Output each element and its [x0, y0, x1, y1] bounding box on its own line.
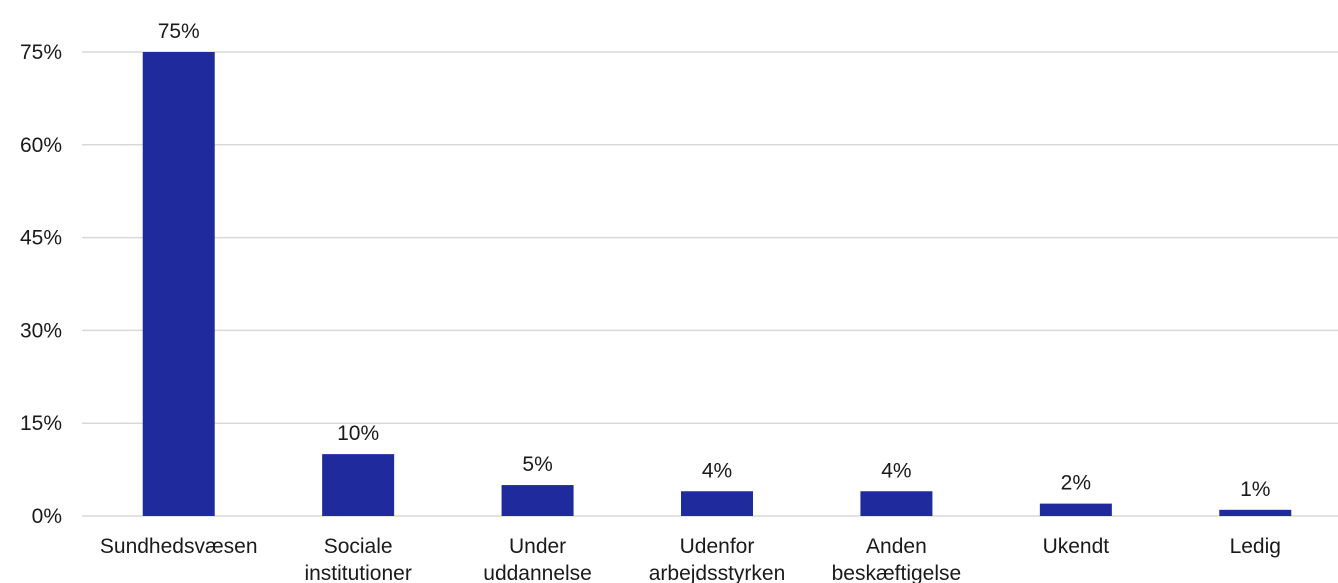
data-label: 4%	[881, 459, 911, 482]
x-category-label-line: Under	[509, 535, 566, 558]
x-category-label-line: uddannelse	[483, 562, 592, 583]
y-tick-label: 0%	[32, 505, 62, 528]
bar	[501, 485, 574, 516]
data-label: 10%	[337, 422, 379, 445]
data-label: 4%	[702, 459, 732, 482]
x-category-label: Ukendt	[1043, 535, 1110, 558]
x-category-label-line: Anden	[866, 535, 927, 558]
y-tick-label: 30%	[20, 319, 62, 342]
x-category-label: Sundhedsvæsen	[100, 535, 258, 558]
data-label: 75%	[158, 20, 200, 43]
bar	[681, 491, 753, 516]
x-category-label-line: arbejdsstyrken	[649, 562, 786, 583]
x-category-label-line: Udenfor	[680, 535, 755, 558]
x-category-label: Anden beskæftigelse	[832, 535, 962, 583]
y-axis-tick-labels: 0% 15% 30% 45% 60% 75%	[20, 41, 62, 528]
bar	[322, 454, 395, 516]
bar	[142, 52, 215, 516]
data-label: 5%	[522, 453, 552, 476]
gridlines	[82, 51, 1338, 517]
x-category-label-line: Ukendt	[1043, 535, 1110, 558]
x-category-label-line: institutioner	[304, 562, 411, 583]
x-category-label-line: beskæftigelse	[832, 562, 962, 583]
data-label: 1%	[1240, 478, 1270, 501]
x-axis-category-labels: Sundhedsvæsen Sociale institutioner Under ud…	[100, 535, 1281, 583]
y-tick-label: 60%	[20, 134, 62, 157]
data-label: 2%	[1061, 472, 1091, 495]
y-tick-label: 75%	[20, 41, 62, 64]
y-tick-label: 15%	[20, 412, 62, 435]
x-category-label: Sociale institutioner	[304, 535, 411, 583]
x-category-label: Udenfor arbejdsstyrken	[649, 535, 786, 583]
x-category-label: Ledig	[1230, 535, 1281, 558]
x-category-label-line: Sociale	[324, 535, 393, 558]
x-category-label: Under uddannelse	[483, 535, 592, 583]
bar	[1039, 503, 1112, 516]
data-labels: 75% 10% 5% 4% 4% 2% 1%	[158, 20, 1271, 501]
x-category-label-line: Sundhedsvæsen	[100, 535, 258, 558]
bar	[860, 491, 933, 516]
x-category-label-line: Ledig	[1230, 535, 1281, 558]
bar	[1219, 509, 1292, 516]
y-tick-label: 45%	[20, 227, 62, 250]
bars	[142, 52, 1292, 516]
